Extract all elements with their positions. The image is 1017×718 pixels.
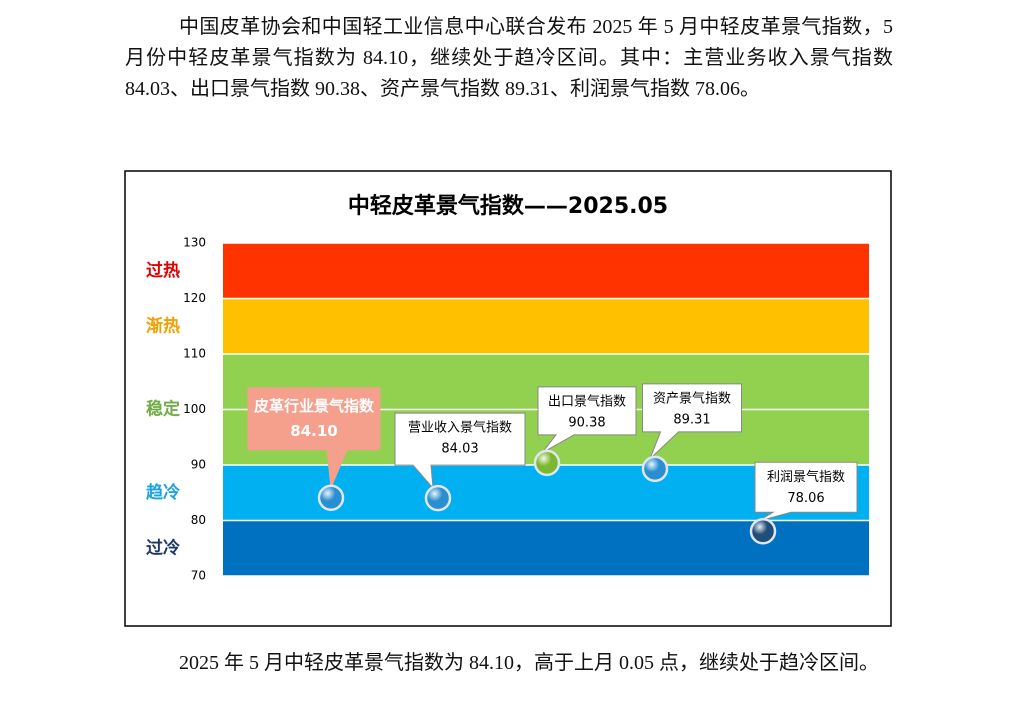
zone-label: 过冷	[146, 537, 180, 558]
y-tick-label: 130	[183, 236, 206, 250]
zone-band	[223, 298, 869, 354]
point-gloss	[644, 457, 666, 480]
callout	[394, 412, 526, 490]
zone-label: 渐热	[146, 315, 180, 336]
callout-label: 营业收入景气指数	[408, 420, 512, 436]
zone-label: 过热	[146, 260, 180, 281]
y-tick-label: 110	[183, 347, 206, 361]
y-tick-label: 80	[191, 513, 206, 527]
data-point: 营业收入景气指数 84.03	[394, 412, 526, 512]
callout-label: 利润景气指数	[767, 469, 845, 485]
y-tick-label: 120	[183, 291, 206, 305]
data-label: 89.31	[673, 412, 710, 427]
zone-band	[223, 243, 869, 299]
data-point: 皮革行业景气指数 84.10	[247, 387, 381, 511]
zone-label: 趋冷	[146, 482, 180, 503]
data-point: 资产景气指数 89.31	[641, 383, 742, 483]
point-gloss	[536, 451, 558, 474]
y-tick-label: 70	[191, 569, 206, 583]
chart-title: 中轻皮革景气指数——2025.05	[348, 193, 668, 219]
data-point: 利润景气指数 78.06	[749, 461, 858, 545]
callout	[537, 386, 637, 454]
callout	[754, 461, 858, 522]
paragraph: 中国皮革协会和中国轻工业信息中心联合发布 2025 年 5 月中轻皮革景气指数，…	[125, 16, 893, 100]
data-label: 84.10	[290, 422, 337, 440]
paragraph: 2025 年 5 月中轻皮革景气指数为 84.10，高于上月 0.05 点，继续…	[179, 652, 879, 674]
callout-label: 出口景气指数	[548, 393, 626, 409]
point-gloss	[752, 520, 774, 543]
callout	[642, 383, 742, 460]
zone-label: 稳定	[146, 399, 180, 420]
y-tick-label: 90	[191, 458, 206, 472]
y-tick-label: 100	[183, 402, 206, 416]
callout	[247, 387, 381, 488]
data-label: 84.03	[441, 442, 478, 457]
callout-label: 皮革行业景气指数	[254, 397, 375, 415]
data-label: 90.38	[568, 415, 605, 430]
callout-label: 资产景气指数	[653, 390, 731, 406]
point-gloss	[320, 486, 342, 509]
data-label: 78.06	[787, 491, 824, 506]
data-point: 出口景气指数 90.38	[533, 386, 637, 477]
point-gloss	[427, 487, 449, 510]
